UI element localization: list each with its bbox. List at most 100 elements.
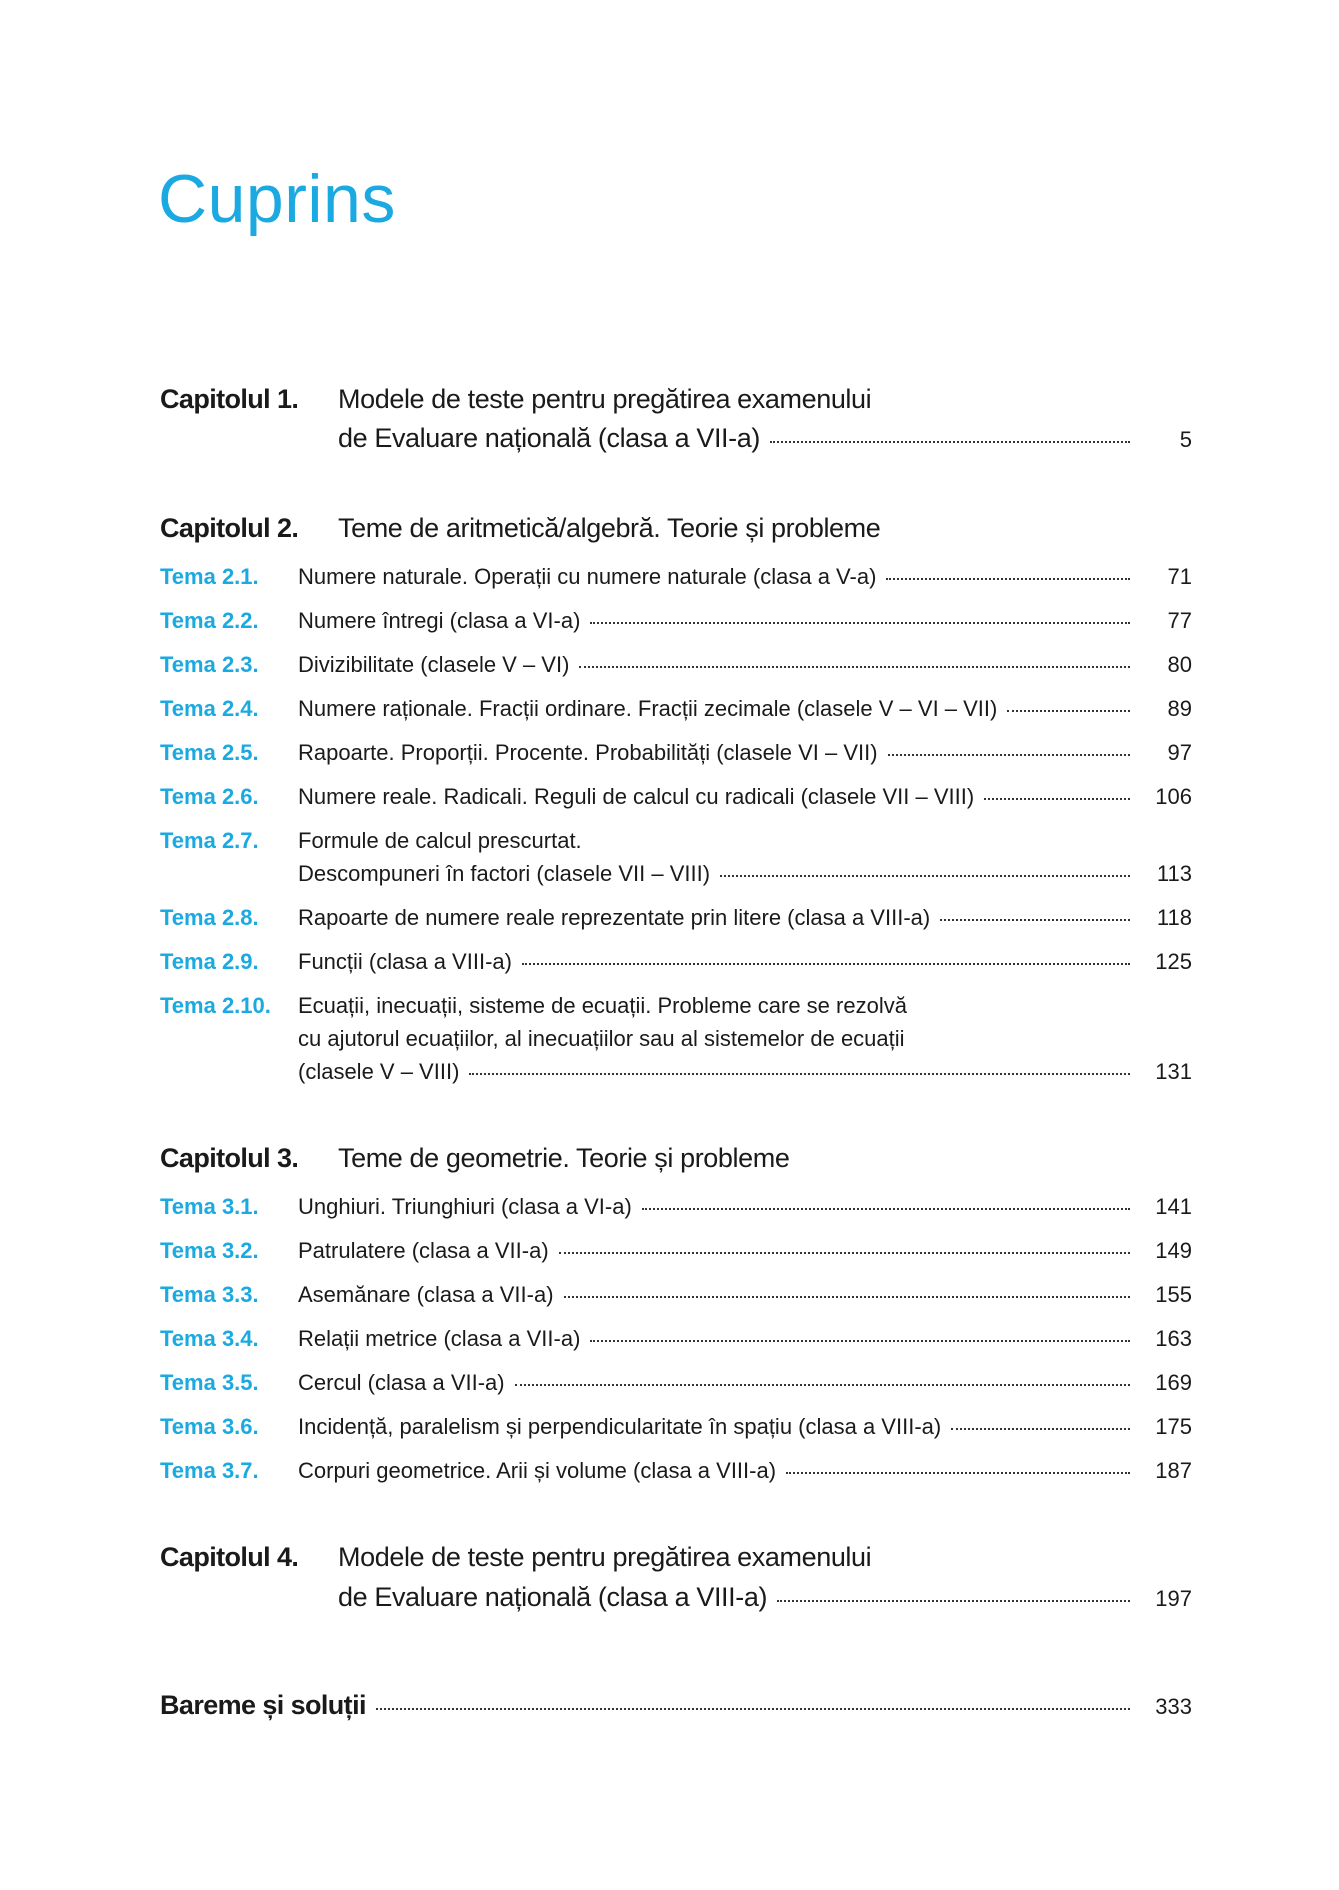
toc-topic-cont[interactable]: cu ajutorul ecuațiilor, al inecuațiilor … <box>160 1026 1192 1052</box>
toc-topic[interactable]: Tema 2.8. Rapoarte de numere reale reprez… <box>160 905 1192 931</box>
dot-leader <box>563 1296 1130 1298</box>
toc-topic-label: Tema 2.9. <box>160 949 259 974</box>
page-number: 125 <box>1155 949 1192 974</box>
dot-leader <box>641 1208 1130 1210</box>
chapter-2[interactable]: Capitolul 2. Teme de aritmetică/algebră. … <box>160 513 1192 544</box>
toc-topic-text: Relații metrice (clasa a VII-a) <box>298 1326 581 1351</box>
chapter-4-cont-text: de Evaluare națională (clasa a VIII-a) <box>338 1582 768 1612</box>
dot-leader <box>777 1600 1130 1602</box>
chapter-4[interactable]: Capitolul 4. Modele de teste pentru pregă… <box>160 1542 1192 1573</box>
dot-leader <box>769 441 1130 443</box>
toc-topic-label: Tema 2.8. <box>160 905 259 930</box>
chapter-4-label: Capitolul 4. <box>160 1542 299 1572</box>
toc-topic[interactable]: Tema 3.6. Incidență, paralelism și perpen… <box>160 1414 1192 1440</box>
page-number: 97 <box>1167 740 1192 765</box>
toc-topic-label: Tema 2.5. <box>160 740 259 765</box>
toc-topic-text: Asemănare (clasa a VII-a) <box>298 1282 554 1307</box>
page-number: 131 <box>1155 1059 1192 1084</box>
toc-topic-text: Rapoarte de numere reale reprezentate pr… <box>298 905 931 930</box>
page-number: 187 <box>1155 1458 1192 1483</box>
dot-leader <box>786 1472 1130 1474</box>
page-number: 163 <box>1155 1326 1192 1351</box>
chapter-2-text: Teme de aritmetică/algebră. Teorie și pr… <box>338 513 881 543</box>
dot-leader <box>940 919 1130 921</box>
toc-topic-label: Tema 3.5. <box>160 1370 259 1395</box>
toc-topic-label: Tema 3.6. <box>160 1414 259 1439</box>
toc-topic[interactable]: Tema 3.5. Cercul (clasa a VII-a) 169 <box>160 1370 1192 1396</box>
chapter-1-cont-text: de Evaluare națională (clasa a VII-a) <box>338 423 760 453</box>
chapter-1-cont[interactable]: de Evaluare națională (clasa a VII-a) 5 <box>160 423 1192 454</box>
dot-leader <box>514 1384 1130 1386</box>
page-number: 80 <box>1167 652 1192 677</box>
page-number: 71 <box>1167 564 1192 589</box>
page-number: 5 <box>1179 427 1192 452</box>
bareme-solutii[interactable]: Bareme și soluții 333 <box>160 1690 1192 1721</box>
dot-leader <box>1007 710 1130 712</box>
page-number: 113 <box>1156 861 1192 886</box>
chapter-3[interactable]: Capitolul 3. Teme de geometrie. Teorie și… <box>160 1143 1192 1174</box>
page-number: 149 <box>1155 1238 1192 1263</box>
dot-leader <box>558 1252 1130 1254</box>
toc-topic[interactable]: Tema 3.1. Unghiuri. Triunghiuri (clasa a … <box>160 1194 1192 1220</box>
toc-topic-text: Cercul (clasa a VII-a) <box>298 1370 505 1395</box>
page-number: 175 <box>1155 1414 1192 1439</box>
toc-topic[interactable]: Tema 3.4. Relații metrice (clasa a VII-a)… <box>160 1326 1192 1352</box>
toc-topic[interactable]: Tema 2.3. Divizibilitate (clasele V – VI)… <box>160 652 1192 678</box>
toc-topic[interactable]: Tema 2.9. Funcții (clasa a VIII-a) 125 <box>160 949 1192 975</box>
page-number: 169 <box>1155 1370 1192 1395</box>
toc-topic[interactable]: Tema 2.4. Numere raționale. Fracții ordin… <box>160 696 1192 722</box>
toc-topic-cont-text: cu ajutorul ecuațiilor, al inecuațiilor … <box>298 1026 905 1051</box>
page-number: 155 <box>1155 1282 1192 1307</box>
page-number: 77 <box>1167 608 1192 633</box>
dot-leader <box>590 1340 1130 1342</box>
chapter-1[interactable]: Capitolul 1. Modele de teste pentru pregă… <box>160 384 1192 415</box>
toc-topic-text: Unghiuri. Triunghiuri (clasa a VI-a) <box>298 1194 632 1219</box>
dot-leader <box>521 963 1130 965</box>
dot-leader <box>720 875 1130 877</box>
toc-topic-text: Numere naturale. Operații cu numere natu… <box>298 564 877 589</box>
toc-topic-label: Tema 3.7. <box>160 1458 259 1483</box>
toc-topic[interactable]: Tema 2.10. Ecuații, inecuații, sisteme de… <box>160 993 1192 1019</box>
toc-topic[interactable]: Tema 2.7. Formule de calcul prescurtat. <box>160 828 1192 854</box>
toc-topic[interactable]: Tema 3.7. Corpuri geometrice. Arii și vol… <box>160 1458 1192 1484</box>
dot-leader <box>469 1073 1130 1075</box>
dot-leader <box>375 1708 1130 1710</box>
toc-topic-label: Tema 3.2. <box>160 1238 259 1263</box>
page-number: 333 <box>1155 1694 1192 1719</box>
toc-topic-text: Numere întregi (clasa a VI-a) <box>298 608 581 633</box>
chapter-2-label: Capitolul 2. <box>160 513 299 543</box>
dot-leader <box>590 622 1130 624</box>
page-number: 197 <box>1155 1586 1192 1611</box>
bareme-solutii-text: Bareme și soluții <box>160 1690 366 1720</box>
chapter-3-text: Teme de geometrie. Teorie și probleme <box>338 1143 790 1173</box>
toc-topic-cont[interactable]: Descompuneri în factori (clasele VII – V… <box>160 861 1192 887</box>
toc-topic-label: Tema 2.4. <box>160 696 259 721</box>
toc-topic[interactable]: Tema 2.6. Numere reale. Radicali. Reguli … <box>160 784 1192 810</box>
page-number: 118 <box>1156 905 1192 930</box>
chapter-1-text: Modele de teste pentru pregătirea examen… <box>338 384 872 414</box>
toc-topic-label: Tema 2.10. <box>160 993 271 1018</box>
toc-topic[interactable]: Tema 3.3. Asemănare (clasa a VII-a) 155 <box>160 1282 1192 1308</box>
dot-leader <box>984 798 1130 800</box>
toc-topic-label: Tema 2.6. <box>160 784 259 809</box>
toc-topic-label: Tema 3.1. <box>160 1194 259 1219</box>
chapter-4-text: Modele de teste pentru pregătirea examen… <box>338 1542 872 1572</box>
toc-topic-text: Patrulatere (clasa a VII-a) <box>298 1238 549 1263</box>
toc-topic-label: Tema 2.2. <box>160 608 259 633</box>
toc-topic-label: Tema 3.4. <box>160 1326 259 1351</box>
toc-topic-label: Tema 2.7. <box>160 828 259 853</box>
toc-topic[interactable]: Tema 2.2. Numere întregi (clasa a VI-a) 77 <box>160 608 1192 634</box>
page-number: 89 <box>1167 696 1192 721</box>
toc-topic[interactable]: Tema 2.5. Rapoarte. Proporții. Procente. … <box>160 740 1192 766</box>
chapter-1-label: Capitolul 1. <box>160 384 299 414</box>
page-title: Cuprins <box>158 161 396 237</box>
toc-topic[interactable]: Tema 3.2. Patrulatere (clasa a VII-a) 149 <box>160 1238 1192 1264</box>
toc-topic[interactable]: Tema 2.1. Numere naturale. Operații cu nu… <box>160 564 1192 590</box>
chapter-3-label: Capitolul 3. <box>160 1143 299 1173</box>
toc-topic-text: Numere reale. Radicali. Reguli de calcul… <box>298 784 975 809</box>
toc-topic-text: Rapoarte. Proporții. Procente. Probabili… <box>298 740 878 765</box>
chapter-4-cont[interactable]: de Evaluare națională (clasa a VIII-a) 19… <box>160 1582 1192 1613</box>
toc-topic-text: Funcții (clasa a VIII-a) <box>298 949 512 974</box>
toc-topic-cont[interactable]: (clasele V – VIII) 131 <box>160 1059 1192 1085</box>
toc-topic-cont-text: Descompuneri în factori (clasele VII – V… <box>298 861 711 886</box>
